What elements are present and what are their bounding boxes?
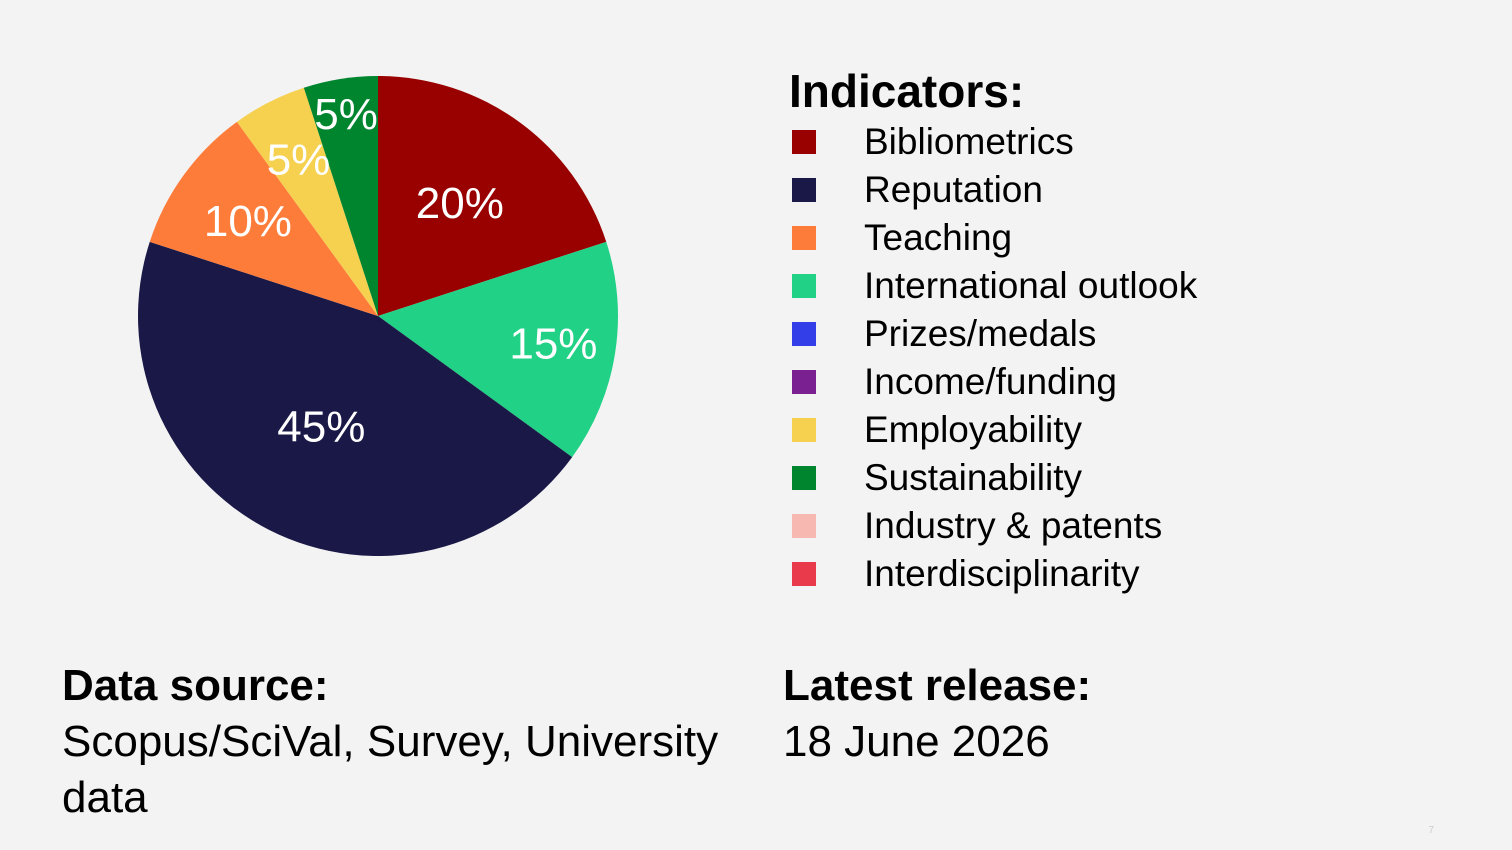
data-label: 45%: [277, 403, 365, 452]
data-source-text: Scopus/SciVal, Survey, University data: [62, 717, 719, 822]
legend-swatch: [792, 562, 816, 586]
legend-list: Bibliometrics Reputation Teaching Intern…: [789, 118, 1197, 598]
legend-label: Industry & patents: [864, 505, 1163, 546]
legend-title: Indicators:: [789, 65, 1025, 117]
legend-label: Reputation: [864, 169, 1043, 210]
pie-slice-employability: [236, 87, 378, 316]
data-label: 15%: [509, 319, 597, 368]
legend-item: Teaching: [789, 214, 1197, 262]
legend-item: Bibliometrics: [789, 118, 1197, 166]
legend: Indicators: Bibliometrics Reputation Tea…: [789, 66, 1197, 598]
legend-item: Prizes/medals: [789, 310, 1197, 358]
legend-swatch: [792, 130, 816, 154]
data-label: 5%: [314, 90, 378, 139]
latest-release-date: 18 June 2026: [783, 717, 1050, 766]
pie-slice-bibliometrics: [378, 76, 607, 316]
data-source-title: Data source:: [62, 661, 329, 710]
legend-label: International outlook: [864, 265, 1198, 306]
data-label: 5%: [267, 135, 331, 184]
pie-slice-teaching: [149, 121, 378, 316]
legend-label: Sustainability: [864, 457, 1083, 498]
legend-swatch: [792, 418, 816, 442]
pie-slice-international-outlook: [378, 241, 618, 458]
pie-chart: 20% 15% 45% 10% 5%5%: [138, 76, 618, 556]
legend-swatch: [792, 370, 816, 394]
legend-item: Industry & patents: [789, 502, 1197, 550]
pie-slice-reputation: [138, 241, 573, 556]
legend-swatch: [792, 226, 816, 250]
data-label: 20%: [416, 179, 504, 228]
legend-swatch: [792, 466, 816, 490]
legend-label: Income/funding: [864, 361, 1118, 402]
legend-label: Interdisciplinarity: [864, 553, 1140, 594]
legend-item: Sustainability: [789, 454, 1197, 502]
legend-label: Employability: [864, 409, 1082, 450]
latest-release-block: Latest release: 18 June 2026: [783, 658, 1383, 770]
legend-swatch: [792, 514, 816, 538]
latest-release-title: Latest release:: [783, 661, 1092, 710]
legend-swatch: [792, 274, 816, 298]
legend-item: International outlook: [789, 262, 1197, 310]
legend-item: Reputation: [789, 166, 1197, 214]
page-number: 7: [1428, 825, 1434, 836]
pie-slice-sustainability: [303, 76, 378, 316]
legend-swatch: [792, 322, 816, 346]
data-source-block: Data source: Scopus/SciVal, Survey, Univ…: [62, 658, 772, 826]
legend-label: Prizes/medals: [864, 313, 1097, 354]
legend-item: Interdisciplinarity: [789, 550, 1197, 598]
legend-item: Employability: [789, 406, 1197, 454]
legend-item: Income/funding: [789, 358, 1197, 406]
legend-swatch: [792, 178, 816, 202]
legend-label: Bibliometrics: [864, 121, 1074, 162]
legend-label: Teaching: [864, 217, 1013, 258]
data-label: 10%: [204, 197, 292, 246]
